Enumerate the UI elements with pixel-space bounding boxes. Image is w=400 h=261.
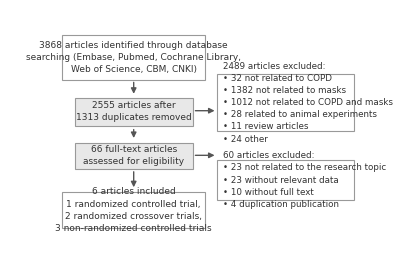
Text: 2555 articles after
1313 duplicates removed: 2555 articles after 1313 duplicates remo…: [76, 101, 192, 122]
FancyBboxPatch shape: [62, 35, 205, 80]
Text: 60 articles excluded:
• 23 not related to the research topic
• 23 without releva: 60 articles excluded: • 23 not related t…: [223, 151, 386, 209]
Text: 66 full-text articles
assessed for eligibility: 66 full-text articles assessed for eligi…: [83, 145, 184, 167]
FancyBboxPatch shape: [218, 74, 354, 131]
FancyBboxPatch shape: [75, 98, 193, 126]
FancyBboxPatch shape: [75, 143, 193, 169]
FancyBboxPatch shape: [62, 192, 205, 228]
Text: 3868 articles identified through database
searching (Embase, Pubmed, Cochrane Li: 3868 articles identified through databas…: [26, 41, 241, 74]
FancyBboxPatch shape: [218, 160, 354, 200]
Text: 2489 articles excluded:
• 32 not related to COPD
• 1382 not related to masks
• 1: 2489 articles excluded: • 32 not related…: [223, 62, 393, 144]
Text: 6 articles included
1 randomized controlled trial,
2 randomized crossover trials: 6 articles included 1 randomized control…: [55, 187, 212, 233]
